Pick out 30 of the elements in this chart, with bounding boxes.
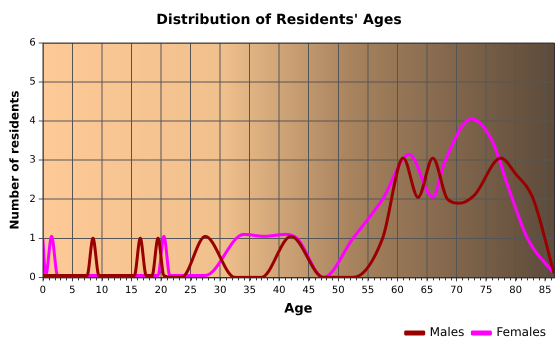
y-tick-label: 3 bbox=[29, 154, 36, 166]
chart-title: Distribution of Residents' Ages bbox=[156, 12, 402, 28]
y-tick-label: 1 bbox=[29, 232, 36, 244]
y-tick-label: 6 bbox=[29, 37, 36, 48]
x-tick-label: 55 bbox=[361, 284, 374, 296]
y-tick-label: 0 bbox=[29, 272, 36, 283]
x-tick-label: 20 bbox=[154, 284, 168, 296]
x-tick-label: 10 bbox=[96, 284, 108, 296]
legend-label: Males bbox=[430, 325, 464, 340]
x-tick-label: 5 bbox=[69, 284, 76, 296]
x-tick-label: 50 bbox=[332, 284, 345, 296]
x-axis-title: Age bbox=[284, 302, 313, 317]
x-tick-label: 45 bbox=[302, 284, 316, 296]
y-tick-label: 2 bbox=[29, 194, 36, 205]
legend-label: Females bbox=[496, 325, 546, 340]
x-tick-label: 0 bbox=[40, 284, 46, 296]
x-tick-label: 15 bbox=[125, 284, 138, 296]
x-tick-label: 65 bbox=[420, 284, 434, 296]
x-tick-label: 85 bbox=[538, 284, 552, 296]
x-tick-label: 80 bbox=[509, 284, 522, 296]
y-tick-label: 4 bbox=[29, 116, 36, 127]
y-axis-title: Number of residents bbox=[7, 90, 22, 230]
x-tick-label: 70 bbox=[450, 284, 463, 296]
x-tick-label: 60 bbox=[391, 284, 404, 296]
y-tick-label: 5 bbox=[29, 76, 36, 88]
x-tick-label: 75 bbox=[480, 284, 492, 296]
x-tick-label: 35 bbox=[243, 284, 256, 296]
x-tick-label: 40 bbox=[272, 284, 286, 296]
x-tick-label: 25 bbox=[184, 284, 197, 296]
x-tick-label: 30 bbox=[214, 284, 226, 296]
